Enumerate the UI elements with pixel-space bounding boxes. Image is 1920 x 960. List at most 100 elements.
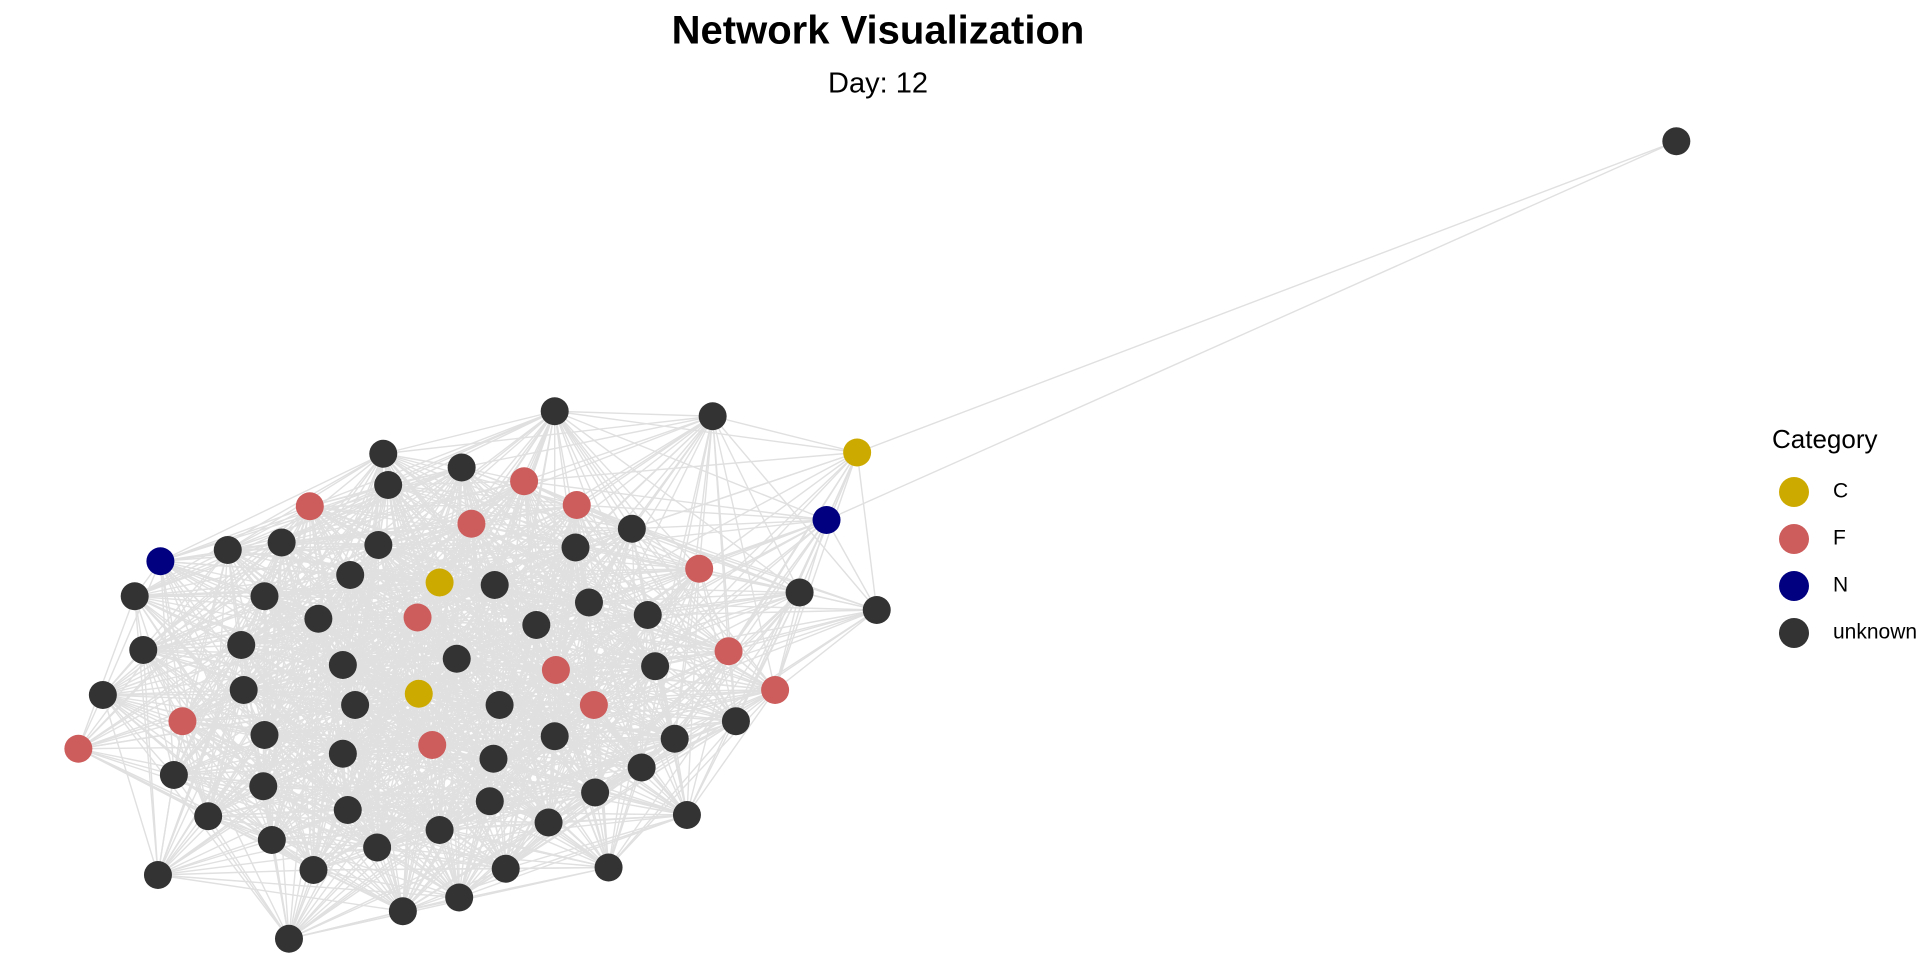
- edge: [264, 584, 495, 597]
- edge: [499, 665, 656, 706]
- edge: [607, 767, 643, 868]
- edge: [354, 704, 441, 831]
- edge: [349, 574, 507, 870]
- edge: [576, 504, 800, 594]
- edge: [377, 846, 506, 870]
- node: [159, 761, 188, 789]
- edge: [554, 609, 877, 737]
- node: [672, 801, 701, 829]
- node: [404, 679, 433, 708]
- edge: [157, 809, 348, 876]
- edge: [654, 416, 714, 667]
- edge: [263, 785, 490, 802]
- edge: [342, 658, 458, 755]
- edge: [554, 410, 737, 722]
- edge: [547, 736, 556, 823]
- edge: [505, 665, 656, 870]
- edge: [173, 774, 404, 912]
- edge: [523, 415, 713, 482]
- node: [862, 596, 891, 624]
- edge: [157, 874, 403, 912]
- edge: [142, 595, 265, 651]
- edge: [686, 568, 700, 816]
- edge: [102, 664, 343, 696]
- edge: [207, 815, 460, 899]
- edge: [856, 452, 878, 611]
- node: [581, 778, 610, 807]
- node: [304, 604, 333, 633]
- edge: [505, 814, 688, 870]
- edge: [262, 785, 404, 912]
- node: [363, 833, 392, 862]
- edge: [647, 614, 737, 722]
- edge: [554, 410, 827, 521]
- edge: [281, 541, 379, 546]
- edge: [102, 560, 162, 696]
- node: [685, 554, 714, 583]
- edge: [439, 738, 675, 831]
- edge: [378, 415, 713, 546]
- edge: [354, 704, 596, 794]
- edge: [588, 601, 656, 667]
- edge: [78, 748, 175, 776]
- edge: [342, 658, 457, 666]
- edge: [536, 591, 800, 626]
- edge: [631, 528, 877, 611]
- node: [812, 506, 841, 534]
- edge: [342, 738, 675, 755]
- edge: [402, 821, 549, 912]
- node: [698, 402, 727, 431]
- edge: [143, 618, 319, 651]
- legend-label: unknown: [1833, 621, 1917, 644]
- node: [129, 636, 158, 664]
- edge: [134, 549, 229, 597]
- edge: [264, 546, 576, 597]
- edge: [281, 484, 389, 544]
- edge: [241, 644, 457, 660]
- edge: [342, 753, 494, 760]
- node: [364, 531, 393, 559]
- edge: [735, 609, 878, 722]
- edge: [438, 624, 537, 831]
- edge: [157, 774, 175, 876]
- edge: [134, 541, 282, 597]
- edge: [243, 689, 500, 706]
- edge: [350, 574, 590, 604]
- edge: [402, 735, 556, 912]
- edge: [347, 738, 675, 811]
- edge: [554, 410, 633, 530]
- edge: [241, 546, 576, 646]
- edge: [173, 774, 290, 940]
- edge: [181, 720, 273, 841]
- edge: [607, 568, 700, 868]
- edge: [263, 785, 596, 794]
- edges: [77, 140, 1677, 940]
- edge: [227, 549, 590, 604]
- edge: [157, 839, 273, 876]
- edge: [313, 866, 609, 871]
- edge: [654, 665, 776, 691]
- edge: [313, 800, 491, 871]
- edge: [173, 758, 494, 776]
- legend-label: F: [1833, 527, 1846, 550]
- node: [328, 651, 357, 679]
- node: [425, 568, 454, 597]
- edge: [342, 484, 389, 666]
- edge: [288, 910, 404, 940]
- edge: [456, 658, 737, 722]
- node: [541, 656, 570, 684]
- edge: [134, 484, 389, 597]
- edge: [227, 544, 379, 551]
- node: [457, 509, 486, 538]
- edge: [271, 839, 290, 939]
- edge: [470, 410, 556, 525]
- edge: [157, 846, 378, 876]
- edge: [142, 649, 175, 776]
- node: [295, 492, 324, 521]
- edge: [134, 453, 384, 597]
- node: [721, 707, 750, 736]
- edge: [686, 689, 776, 816]
- edge: [698, 568, 730, 652]
- edge: [458, 602, 590, 898]
- edge: [241, 624, 537, 646]
